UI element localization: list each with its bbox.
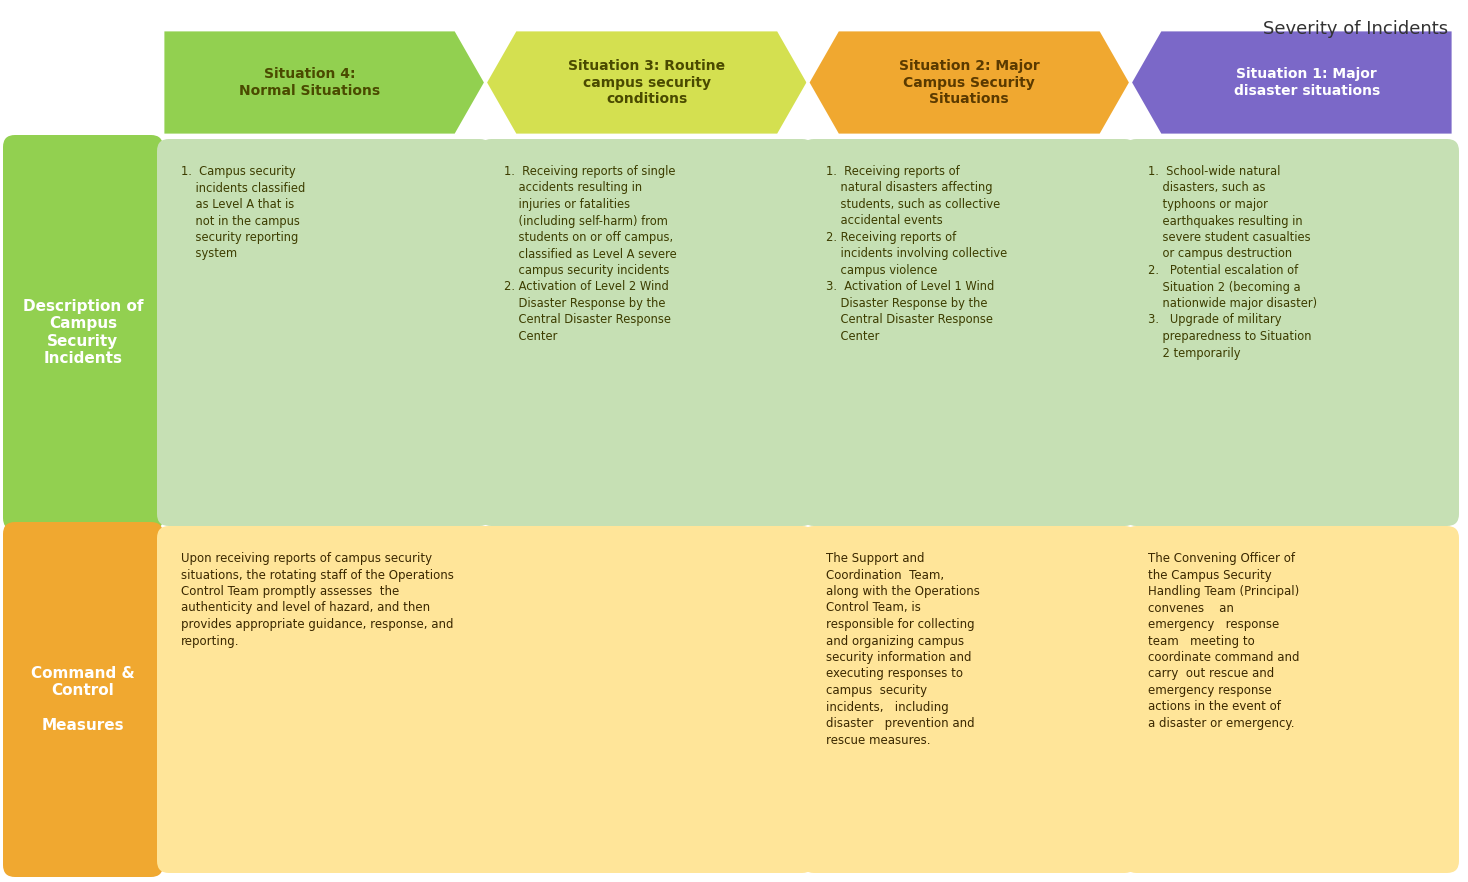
Text: 1.  Receiving reports of
    natural disasters affecting
    students, such as c: 1. Receiving reports of natural disaster… <box>826 165 1007 343</box>
FancyBboxPatch shape <box>480 139 813 526</box>
Polygon shape <box>163 30 486 135</box>
Text: 1.  Receiving reports of single
    accidents resulting in
    injuries or fatal: 1. Receiving reports of single accidents… <box>504 165 677 343</box>
FancyBboxPatch shape <box>157 526 813 873</box>
Text: The Convening Officer of
the Campus Security
Handling Team (Principal)
convenes : The Convening Officer of the Campus Secu… <box>1148 552 1301 730</box>
Text: Situation 1: Major
disaster situations: Situation 1: Major disaster situations <box>1233 67 1380 98</box>
FancyBboxPatch shape <box>3 522 163 877</box>
FancyBboxPatch shape <box>802 139 1136 526</box>
Text: Command &
Control

Measures: Command & Control Measures <box>31 666 135 733</box>
Text: Situation 2: Major
Campus Security
Situations: Situation 2: Major Campus Security Situa… <box>898 59 1039 106</box>
FancyBboxPatch shape <box>802 526 1136 873</box>
Text: 1.  Campus security
    incidents classified
    as Level A that is
    not in t: 1. Campus security incidents classified … <box>181 165 305 260</box>
Polygon shape <box>486 30 807 135</box>
Text: 1.  School-wide natural
    disasters, such as
    typhoons or major
    earthqu: 1. School-wide natural disasters, such a… <box>1148 165 1318 360</box>
Text: Description of
Campus
Security
Incidents: Description of Campus Security Incidents <box>22 299 144 366</box>
FancyBboxPatch shape <box>3 135 163 530</box>
Text: The Support and
Coordination  Team,
along with the Operations
Control Team, is
r: The Support and Coordination Team, along… <box>826 552 979 746</box>
Polygon shape <box>1130 30 1453 135</box>
Text: Situation 4:
Normal Situations: Situation 4: Normal Situations <box>239 67 380 98</box>
FancyBboxPatch shape <box>157 139 492 526</box>
Text: Severity of Incidents: Severity of Incidents <box>1262 20 1447 38</box>
Polygon shape <box>807 30 1130 135</box>
FancyBboxPatch shape <box>1124 526 1459 873</box>
FancyBboxPatch shape <box>1124 139 1459 526</box>
Text: Upon receiving reports of campus security
situations, the rotating staff of the : Upon receiving reports of campus securit… <box>181 552 454 647</box>
Text: Situation 3: Routine
campus security
conditions: Situation 3: Routine campus security con… <box>568 59 725 106</box>
